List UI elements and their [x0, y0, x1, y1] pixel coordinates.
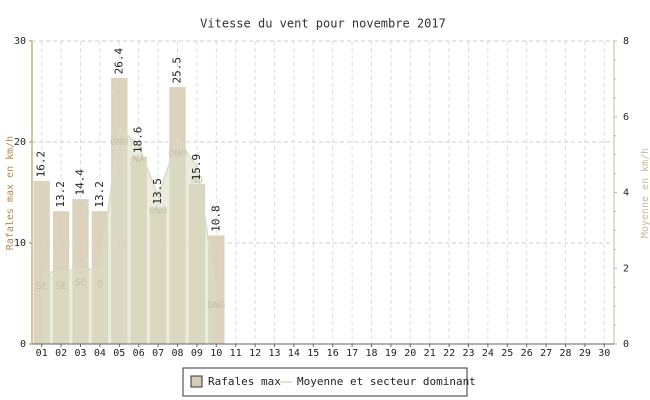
x-tick-label: 14 — [288, 348, 300, 359]
x-tick-label: 22 — [443, 348, 455, 359]
x-tick-label: 29 — [579, 348, 591, 359]
x-tick-label: 05 — [113, 348, 125, 359]
x-tick-label: 10 — [210, 348, 222, 359]
direction-label: NO — [191, 175, 203, 186]
legend — [182, 367, 468, 397]
x-tick-label: 03 — [74, 348, 86, 359]
x-tick-label: 01 — [36, 348, 48, 359]
value-label: 16.2 — [35, 151, 48, 178]
x-tick-label: 06 — [133, 348, 145, 359]
x-tick-label: 07 — [152, 348, 164, 359]
x-tick-label: 18 — [365, 348, 377, 359]
y-tick-label: 0 — [20, 339, 26, 350]
value-label: 13.2 — [54, 181, 67, 208]
x-tick-label: 13 — [268, 348, 280, 359]
y2-tick-label: 4 — [623, 188, 629, 199]
direction-label: SE — [36, 281, 48, 292]
x-tick-label: 09 — [191, 348, 203, 359]
x-tick-label: 28 — [559, 348, 571, 359]
x-tick-label: 25 — [501, 348, 513, 359]
direction-label: NA — [133, 154, 145, 165]
legend-label: Rafales max — [208, 375, 281, 388]
value-label: 13.5 — [151, 178, 164, 205]
direction-label: SE — [74, 277, 86, 288]
x-tick-label: 11 — [230, 348, 242, 359]
legend-label: Moyenne et secteur dominant — [297, 375, 476, 388]
value-label: 15.9 — [190, 154, 203, 181]
y2-tick-label: 0 — [623, 339, 629, 350]
value-label: 26.4 — [112, 47, 125, 74]
x-tick-label: 26 — [521, 348, 533, 359]
x-tick-label: 15 — [307, 348, 319, 359]
value-label: 13.2 — [93, 181, 106, 208]
y-tick-label: 10 — [14, 238, 26, 249]
chart-title: Vitesse du vent pour novembre 2017 — [200, 17, 446, 31]
value-label: 10.8 — [209, 205, 222, 232]
x-tick-label: 21 — [424, 348, 436, 359]
y-axis-label: Rafales max en km/h — [5, 136, 16, 250]
y-tick-label: 30 — [14, 36, 26, 47]
y2-tick-label: 6 — [623, 112, 629, 123]
average-line — [41, 126, 218, 292]
average-area — [41, 128, 217, 344]
value-label: 25.5 — [171, 57, 184, 84]
x-tick-label: 20 — [404, 348, 416, 359]
x-tick-label: 23 — [462, 348, 474, 359]
direction-label: ONO — [168, 148, 186, 159]
value-label: 18.6 — [132, 127, 145, 154]
direction-label: O — [97, 279, 103, 290]
x-tick-label: 04 — [94, 348, 106, 359]
y2-tick-label: 8 — [623, 36, 629, 47]
direction-label: ONO — [149, 205, 167, 216]
x-tick-label: 19 — [385, 348, 397, 359]
legend-swatch — [190, 375, 203, 388]
y2-axis-label: Moyenne en km/h — [640, 148, 650, 238]
value-label: 14.4 — [74, 169, 87, 196]
y2-tick-label: 2 — [623, 263, 629, 274]
x-tick-label: 08 — [171, 348, 183, 359]
x-tick-label: 27 — [540, 348, 552, 359]
direction-label: ONO — [207, 300, 225, 311]
direction-label: ONO — [110, 137, 128, 148]
x-tick-label: 24 — [482, 348, 494, 359]
x-tick-label: 02 — [55, 348, 67, 359]
y-tick-label: 20 — [14, 137, 26, 148]
direction-label: SE — [55, 281, 67, 292]
x-tick-label: 30 — [598, 348, 610, 359]
x-tick-label: 17 — [346, 348, 358, 359]
x-tick-label: 12 — [249, 348, 261, 359]
x-tick-label: 16 — [327, 348, 339, 359]
